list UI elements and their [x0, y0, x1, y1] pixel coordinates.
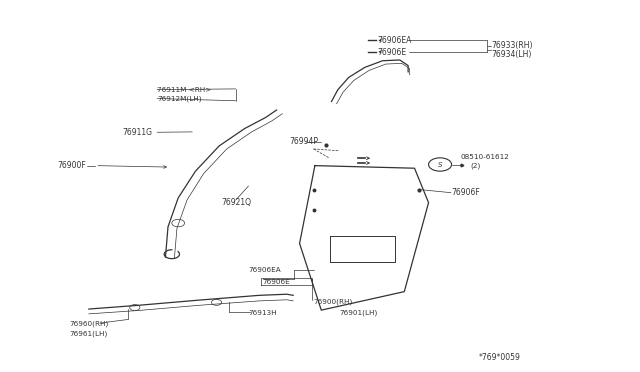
Text: S: S: [438, 161, 442, 167]
Text: 76900F: 76900F: [57, 161, 86, 170]
Text: 76901(LH): 76901(LH): [339, 310, 378, 316]
Text: *769*0059: *769*0059: [478, 353, 520, 362]
Text: 76960(RH): 76960(RH): [70, 321, 109, 327]
Text: 76906E: 76906E: [262, 279, 291, 285]
Text: (2): (2): [470, 162, 481, 169]
Text: 76911M <RH>: 76911M <RH>: [157, 87, 212, 93]
Text: 76900(RH): 76900(RH): [314, 298, 353, 305]
Text: 76906E: 76906E: [378, 48, 406, 57]
Text: 76934(LH): 76934(LH): [491, 50, 532, 59]
Text: 76906EA: 76906EA: [248, 267, 281, 273]
Text: 76911G: 76911G: [122, 128, 152, 137]
Text: 76921Q: 76921Q: [221, 198, 251, 207]
Text: 76906F: 76906F: [451, 188, 479, 197]
Text: 76912M(LH): 76912M(LH): [157, 96, 202, 102]
Text: 76906EA: 76906EA: [378, 36, 412, 45]
Text: 76994P: 76994P: [289, 137, 318, 146]
Text: 76961(LH): 76961(LH): [70, 331, 108, 337]
Text: 08510-61612: 08510-61612: [461, 154, 509, 160]
Text: 76913H: 76913H: [248, 310, 277, 316]
Text: 76933(RH): 76933(RH): [491, 41, 532, 51]
